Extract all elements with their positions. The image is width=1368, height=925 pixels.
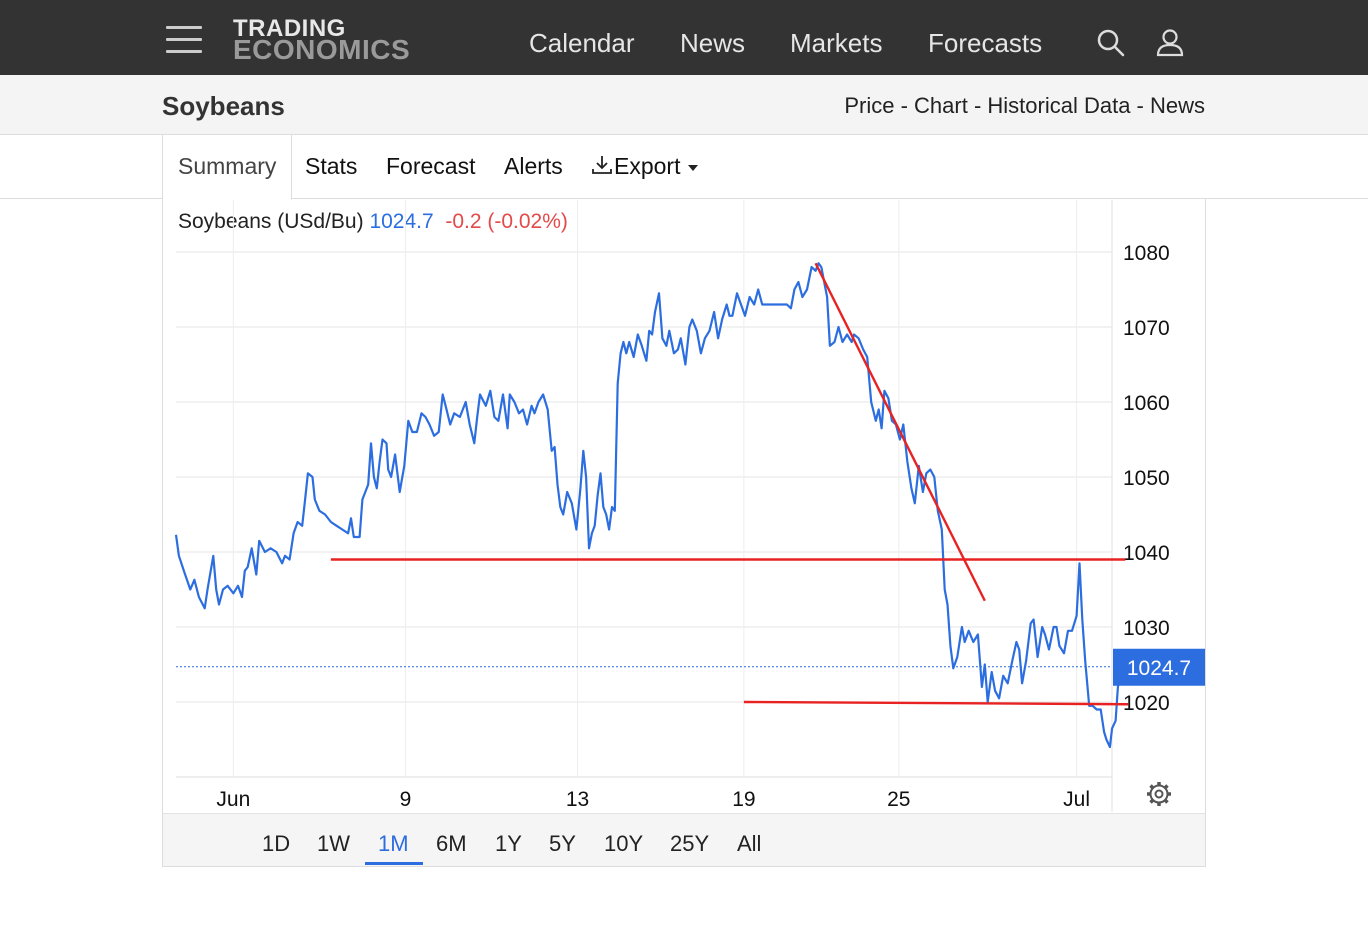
y-tick-label: 1030 [1123,617,1170,640]
tabs-row: Summary Stats Forecast Alerts Export [0,135,1368,200]
y-tick-label: 1060 [1123,392,1170,415]
caret-down-icon [687,165,698,171]
subheader: Soybeans Price - Chart - Historical Data… [0,75,1368,135]
tab-summary[interactable]: Summary [162,135,293,200]
active-range-indicator [365,862,423,865]
nav-forecasts[interactable]: Forecasts [928,28,1043,58]
x-tick-label: 19 [732,788,755,811]
range-1m[interactable]: 1M [378,831,409,856]
tab-forecast[interactable]: Forecast [386,153,476,179]
range-5y[interactable]: 5Y [549,831,576,856]
last-price-badge-label: 1024.7 [1127,657,1191,680]
logo-line-2: ECONOMICS [233,34,411,65]
tab-stats[interactable]: Stats [305,153,358,179]
user-icon[interactable] [1155,28,1185,58]
trend-annotation-line [814,262,986,602]
settings-gear-icon[interactable] [1147,782,1171,806]
x-tick-label: 13 [566,788,589,811]
tab-alerts[interactable]: Alerts [504,153,563,179]
nav-markets[interactable]: Markets [790,28,883,58]
nav-calendar[interactable]: Calendar [529,28,635,58]
x-tick-label: 9 [400,788,412,811]
y-tick-label: 1040 [1123,542,1170,565]
last-price: 1024.7 [369,210,434,233]
instrument-name: Soybeans (USd/Bu) [178,210,364,233]
chart-container [162,198,1206,867]
x-tick-label: Jun [216,788,250,811]
logo-line-1: TRADING [233,15,346,42]
chart-quote: Soybeans (USd/Bu) 1024.7 -0.2 (-0.02%) [178,210,568,234]
export-label: Export [614,153,681,179]
top-navbar: TRADING ECONOMICS Calendar News Markets … [0,0,1368,75]
section-links[interactable]: Price - Chart - Historical Data - News [844,93,1205,118]
range-25y[interactable]: 25Y [670,831,710,856]
trend-annotation-line [743,700,1129,706]
site-logo[interactable]: TRADING ECONOMICS [233,15,411,65]
y-tick-label: 1050 [1123,467,1170,490]
range-1w[interactable]: 1W [317,831,350,856]
tab-export[interactable]: Export [590,135,699,199]
range-selector: 1D 1W 1M 6M 1Y 5Y 10Y 25Y All [163,813,1205,866]
range-6m[interactable]: 6M [436,831,467,856]
nav-news[interactable]: News [680,28,746,58]
search-icon[interactable] [1096,28,1126,58]
hamburger-menu-icon[interactable] [166,26,202,54]
download-icon [592,156,612,174]
x-tick-label: Jul [1063,788,1090,811]
page-title: Soybeans [162,91,285,121]
price-change: -0.2 (-0.02%) [445,210,568,233]
y-tick-label: 1070 [1123,317,1170,340]
range-1d[interactable]: 1D [262,831,291,856]
range-all[interactable]: All [737,831,762,856]
y-tick-label: 1080 [1123,242,1170,265]
y-tick-label: 1020 [1123,692,1170,715]
last-price-badge [1113,648,1205,686]
x-tick-label: 25 [887,788,910,811]
price-series-line [174,262,1127,749]
range-10y[interactable]: 10Y [604,831,644,856]
range-1y[interactable]: 1Y [495,831,522,856]
